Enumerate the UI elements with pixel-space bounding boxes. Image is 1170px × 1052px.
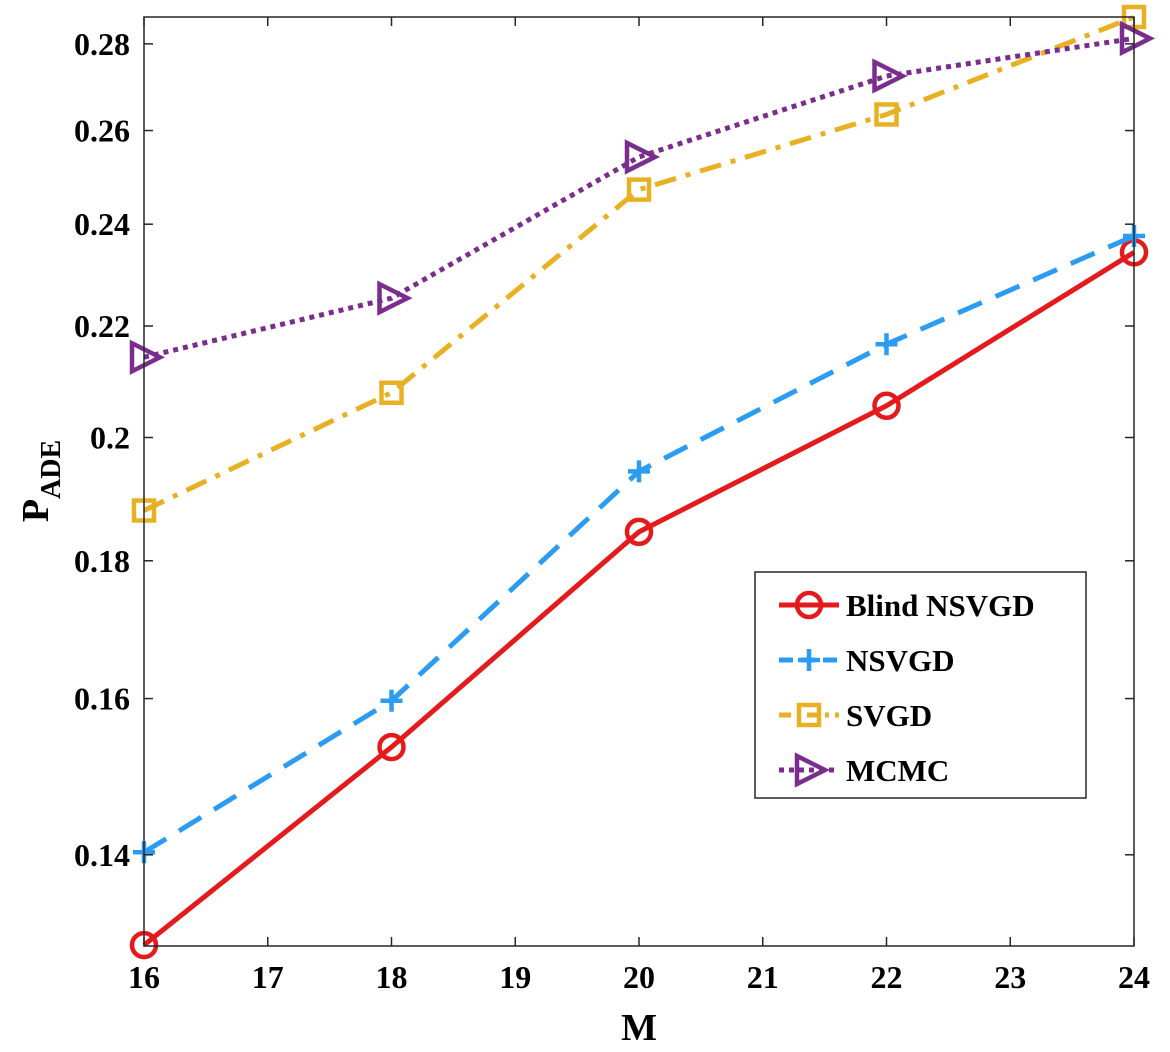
legend-label-nsvgd: NSVGD [846, 643, 955, 678]
data-point-mcmc [377, 280, 413, 316]
x-tick-label: 19 [499, 959, 531, 995]
x-tick-label: 17 [252, 959, 284, 995]
legend-marker-svgd [796, 702, 822, 728]
y-tick-label: 0.2 [90, 420, 130, 456]
data-point-blind-nsvgd [872, 391, 901, 421]
legend: Blind NSVGD NSVGD SVGD MCMC [754, 571, 1087, 799]
y-tick-label: 0.24 [74, 206, 130, 242]
data-point-mcmc [129, 339, 166, 375]
x-tick-label: 22 [871, 959, 903, 995]
x-tick-label: 23 [994, 959, 1026, 995]
data-point-mcmc [872, 58, 908, 94]
data-point-mcmc [1119, 20, 1156, 57]
legend-box [754, 571, 1087, 799]
series-mcmc [129, 20, 1156, 375]
series-line-mcmc [143, 35, 1135, 360]
data-point-mcmc [624, 139, 661, 175]
y-axis-title-main: P [15, 499, 57, 522]
series-line-blind-nsvgd [142, 250, 1136, 948]
y-tick-label: 0.18 [74, 543, 130, 579]
x-axis-title-group: M [621, 1007, 657, 1049]
data-point-blind-nsvgd [624, 517, 654, 547]
y-axis-title: PADE [15, 440, 67, 522]
x-tick-label: 21 [747, 959, 779, 995]
data-point-svgd [874, 102, 899, 127]
data-point-svgd [379, 380, 404, 405]
series-line-svgd [142, 14, 1135, 513]
legend-label-svgd: SVGD [846, 698, 932, 733]
x-axis-title: M [621, 1007, 657, 1049]
legend-marker-mcmc [794, 752, 831, 788]
y-tick-label: 0.14 [74, 837, 130, 873]
data-point-blind-nsvgd [377, 732, 406, 762]
x-tick-label: 24 [1118, 959, 1150, 995]
ticks-layer: 16 17 18 19 20 21 22 23 24 0.14 0.16 0.18 0.2 0.22 0.2… [74, 17, 1150, 995]
y-tick-label: 0.28 [74, 26, 130, 62]
y-tick-label: 0.22 [74, 308, 130, 344]
data-point-nsvgd [628, 460, 650, 483]
legend-label-blind-nsvgd: Blind NSVGD [846, 588, 1035, 623]
y-tick-label: 0.16 [74, 681, 130, 717]
y-axis-title-group: PADE [15, 440, 67, 522]
x-tick-label: 18 [376, 959, 408, 995]
legend-label-mcmc: MCMC [846, 753, 949, 788]
legend-marker-nsvgd [798, 649, 820, 671]
data-point-svgd [626, 177, 652, 202]
y-axis-title-subscript: ADE [36, 440, 67, 499]
data-point-nsvgd [380, 689, 403, 712]
y-tick-label: 0.26 [74, 113, 130, 149]
legend-marker-blind-nsvgd [794, 590, 824, 620]
x-tick-label: 20 [623, 959, 655, 995]
x-tick-label: 16 [128, 959, 160, 995]
data-point-nsvgd [875, 333, 898, 356]
